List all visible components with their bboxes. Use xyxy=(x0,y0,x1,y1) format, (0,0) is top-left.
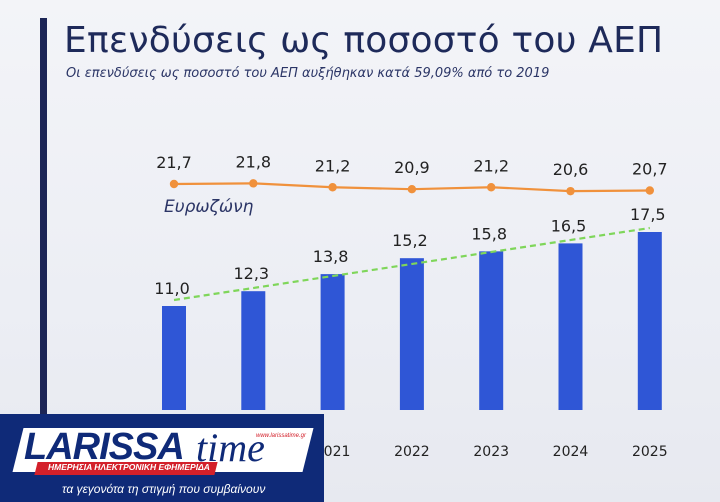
bar-2019 xyxy=(162,306,186,410)
bar-value-label: 15,2 xyxy=(392,231,428,250)
bar-value-label: 15,8 xyxy=(471,224,507,243)
bar-2024 xyxy=(558,243,583,410)
eurozone-point xyxy=(169,179,179,189)
eurozone-value-label: 20,7 xyxy=(632,160,668,179)
logo-tagline: ΗΜΕΡΗΣΙΑ ΗΛΕΚΤΡΟΝΙΚΗ ΕΦΗΜΕΡΙΔΑ xyxy=(48,462,210,472)
x-tick-label: 2025 xyxy=(632,444,668,460)
eurozone-value-label: 21,2 xyxy=(315,156,351,175)
bar-2023 xyxy=(479,251,504,410)
eurozone-value-label: 21,7 xyxy=(156,153,192,172)
eurozone-point xyxy=(328,183,337,192)
bar-value-label: 16,5 xyxy=(551,216,587,235)
eurozone-value-label: 21,2 xyxy=(473,156,509,175)
eurozone-value-label: 21,8 xyxy=(235,152,271,171)
bar-value-label: 11,0 xyxy=(154,279,190,298)
eurozone-point xyxy=(487,183,496,192)
bar-value-label: 13,8 xyxy=(313,247,349,266)
x-tick-label: 2024 xyxy=(553,444,589,460)
bar-2021 xyxy=(320,274,345,410)
chart-title: Επενδύσεις ως ποσοστό του ΑΕΠ xyxy=(64,20,664,61)
eurozone-point xyxy=(645,186,654,195)
larissatime-logo[interactable]: LARISSA time www.larissatime.gr ΗΜΕΡΗΣΙΑ… xyxy=(0,414,324,502)
bar-value-label: 12,3 xyxy=(233,264,269,283)
eurozone-point xyxy=(249,179,258,188)
x-tick-label: 2023 xyxy=(473,444,509,460)
accent-bar xyxy=(40,18,47,418)
logo-slogan: τα γεγονότα τη στιγμή που συμβαίνουν xyxy=(62,482,266,496)
eurozone-value-label: 20,6 xyxy=(553,160,589,179)
bar-2022 xyxy=(399,258,424,410)
logo-brand-left: LARISSA xyxy=(24,426,185,468)
bar-2025 xyxy=(637,232,662,410)
bar-value-label: 17,5 xyxy=(630,205,666,224)
eurozone-series-label: Ευρωζώνη xyxy=(164,197,254,217)
eurozone-point xyxy=(566,186,575,196)
trend-line xyxy=(173,226,650,302)
eurozone-point xyxy=(407,185,417,194)
x-tick-label: 2022 xyxy=(394,444,430,460)
chart-subtitle: Οι επενδύσεις ως ποσοστό του ΑΕΠ αυξήθηκ… xyxy=(66,66,550,81)
logo-url: www.larissatime.gr xyxy=(254,433,309,439)
eurozone-value-label: 20,9 xyxy=(394,158,430,177)
bar-2020 xyxy=(241,291,266,410)
